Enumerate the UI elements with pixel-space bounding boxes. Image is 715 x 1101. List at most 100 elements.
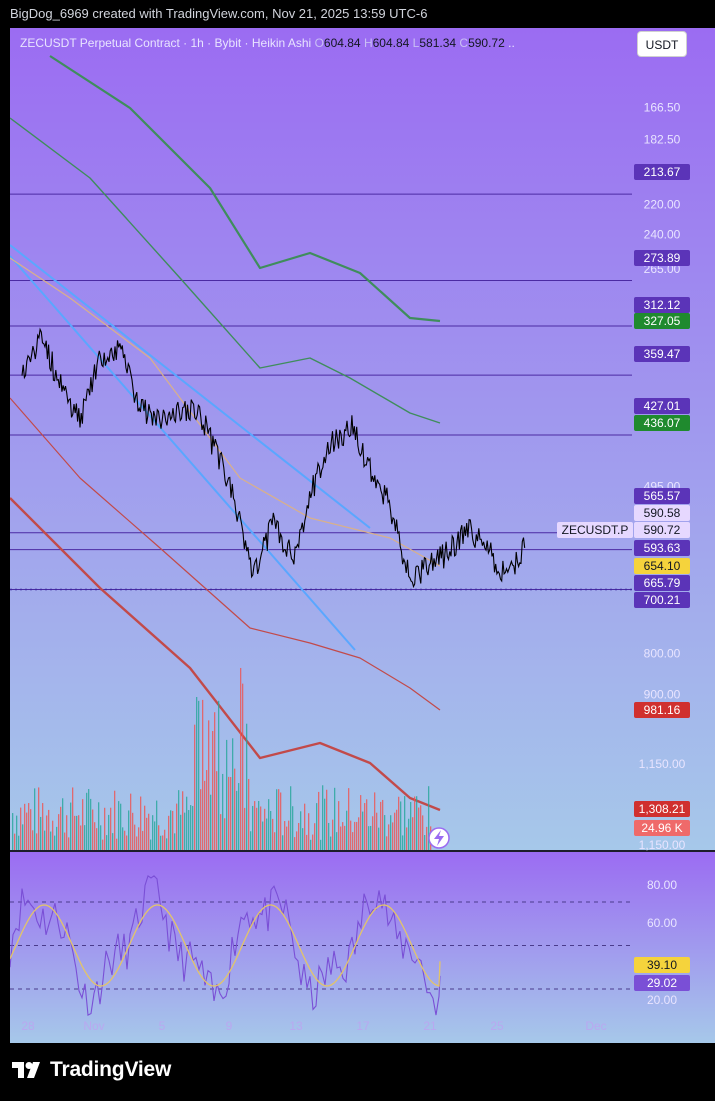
- volume-bar: [294, 837, 296, 850]
- volume-bar: [198, 700, 200, 850]
- volume-bar: [412, 817, 414, 850]
- volume-bar: [318, 791, 320, 850]
- x-tick-label: 28: [21, 1019, 35, 1033]
- price-axis-label[interactable]: 427.01: [644, 399, 681, 413]
- currency-button[interactable]: USDT: [637, 31, 687, 57]
- channel-lower-line[interactable]: [10, 255, 356, 651]
- price-axis-label[interactable]: 436.07: [644, 416, 681, 430]
- price-axis-label[interactable]: 590.72: [644, 523, 681, 537]
- price-axis-label-bg: [634, 540, 690, 556]
- price-axis-label-bg: [634, 801, 690, 817]
- price-axis-label[interactable]: 593.63: [644, 541, 681, 555]
- volume-bar: [218, 700, 220, 850]
- volume-bar: [238, 783, 240, 850]
- y-tick-label: 220.00: [644, 197, 681, 211]
- volume-bar: [414, 796, 416, 850]
- volume-bar: [372, 816, 374, 850]
- volume-bar: [362, 811, 364, 850]
- price-axis-label[interactable]: 654.10: [644, 559, 681, 573]
- volume-bar: [304, 803, 306, 850]
- legend-more[interactable]: ..: [508, 36, 515, 50]
- moving-average-line-3[interactable]: [10, 257, 441, 567]
- tradingview-logo[interactable]: TradingView: [12, 1058, 171, 1082]
- moving-average-line-1[interactable]: [49, 55, 441, 323]
- oscillator-yellow-line[interactable]: [10, 904, 441, 987]
- volume-bar: [18, 835, 20, 850]
- price-axis-label[interactable]: 24.96 K: [641, 821, 682, 835]
- volume-bar: [24, 803, 26, 850]
- moving-average-line-2[interactable]: [10, 117, 441, 424]
- price-axis-label-bg: [634, 820, 690, 836]
- volume-bar: [334, 787, 336, 850]
- volume-bar: [82, 799, 84, 850]
- volume-bar: [416, 796, 418, 850]
- volume-bar: [84, 825, 86, 850]
- volume-bar: [240, 667, 242, 850]
- volume-bar: [108, 814, 110, 850]
- volume-bar: [370, 825, 372, 850]
- volume-bar: [288, 820, 290, 850]
- legend-low-key: L: [412, 36, 420, 50]
- volume-bar: [160, 835, 162, 850]
- volume-bar: [40, 816, 42, 850]
- price-line[interactable]: [21, 327, 526, 589]
- price-axis-label[interactable]: 312.12: [644, 298, 681, 312]
- volume-bar: [382, 799, 384, 850]
- oscillator-value-label[interactable]: 39.10: [647, 958, 677, 972]
- price-axis-label[interactable]: 273.89: [644, 251, 681, 265]
- volume-bar: [286, 826, 288, 850]
- volume-bar: [148, 813, 150, 850]
- volume-bar: [104, 807, 106, 850]
- volume-bar: [46, 815, 48, 850]
- price-axis-label[interactable]: 327.05: [644, 314, 681, 328]
- price-axis-label-bg: [634, 164, 690, 180]
- volume-bar: [344, 825, 346, 850]
- legend-high: 604.84: [372, 36, 410, 50]
- price-axis-label[interactable]: 665.79: [644, 576, 681, 590]
- symbol-tag[interactable]: ZECUSDT.P: [562, 523, 629, 537]
- price-axis-label[interactable]: 981.16: [644, 703, 681, 717]
- chart-area[interactable]: 166.50182.50200.00220.00240.00265.00295.…: [10, 28, 715, 1043]
- volume-bar: [274, 832, 276, 850]
- x-tick-label: 5: [159, 1019, 166, 1033]
- volume-bar: [158, 825, 160, 850]
- volume-bar: [186, 796, 188, 850]
- volume-bar: [152, 815, 154, 850]
- price-axis-label[interactable]: 565.57: [644, 489, 681, 503]
- oscillator-purple-line[interactable]: [10, 875, 441, 1016]
- volume-bar: [36, 833, 38, 850]
- y-tick-label: 1,150.00: [639, 838, 686, 852]
- volume-bar: [154, 821, 156, 850]
- price-axis-label[interactable]: 590.58: [644, 506, 681, 520]
- volume-bar: [392, 822, 394, 850]
- price-axis-label[interactable]: 213.67: [644, 165, 681, 179]
- moving-average-line-5[interactable]: [10, 497, 441, 812]
- attribution-text: BigDog_6969 created with TradingView.com…: [10, 6, 428, 21]
- price-axis-label-bg: [634, 522, 690, 538]
- volume-bar: [180, 814, 182, 850]
- volume-bar: [270, 811, 272, 850]
- volume-bar: [248, 778, 250, 850]
- volume-bar: [26, 812, 28, 850]
- volume-bar: [188, 810, 190, 850]
- x-tick-label: Dec: [585, 1019, 606, 1033]
- moving-average-line-4[interactable]: [10, 397, 441, 711]
- volume-bar: [70, 802, 72, 850]
- volume-bar: [14, 833, 16, 850]
- price-axis-label[interactable]: 359.47: [644, 347, 681, 361]
- price-axis-label[interactable]: 700.21: [644, 593, 681, 607]
- price-axis-label-bg: [634, 313, 690, 329]
- volume-bar: [124, 830, 126, 850]
- volume-bar: [144, 805, 146, 850]
- volume-bar: [228, 776, 230, 850]
- volume-bar: [182, 791, 184, 850]
- volume-bar: [174, 833, 176, 850]
- price-axis-label[interactable]: 1,308.21: [639, 802, 686, 816]
- chart-canvas[interactable]: 166.50182.50200.00220.00240.00265.00295.…: [10, 28, 715, 1043]
- volume-bar: [138, 827, 140, 850]
- volume-bar: [320, 839, 322, 850]
- volume-bar: [72, 787, 74, 850]
- channel-upper-line[interactable]: [10, 244, 371, 529]
- main-pane-bg: [10, 28, 715, 850]
- oscillator-value-label[interactable]: 29.02: [647, 976, 677, 990]
